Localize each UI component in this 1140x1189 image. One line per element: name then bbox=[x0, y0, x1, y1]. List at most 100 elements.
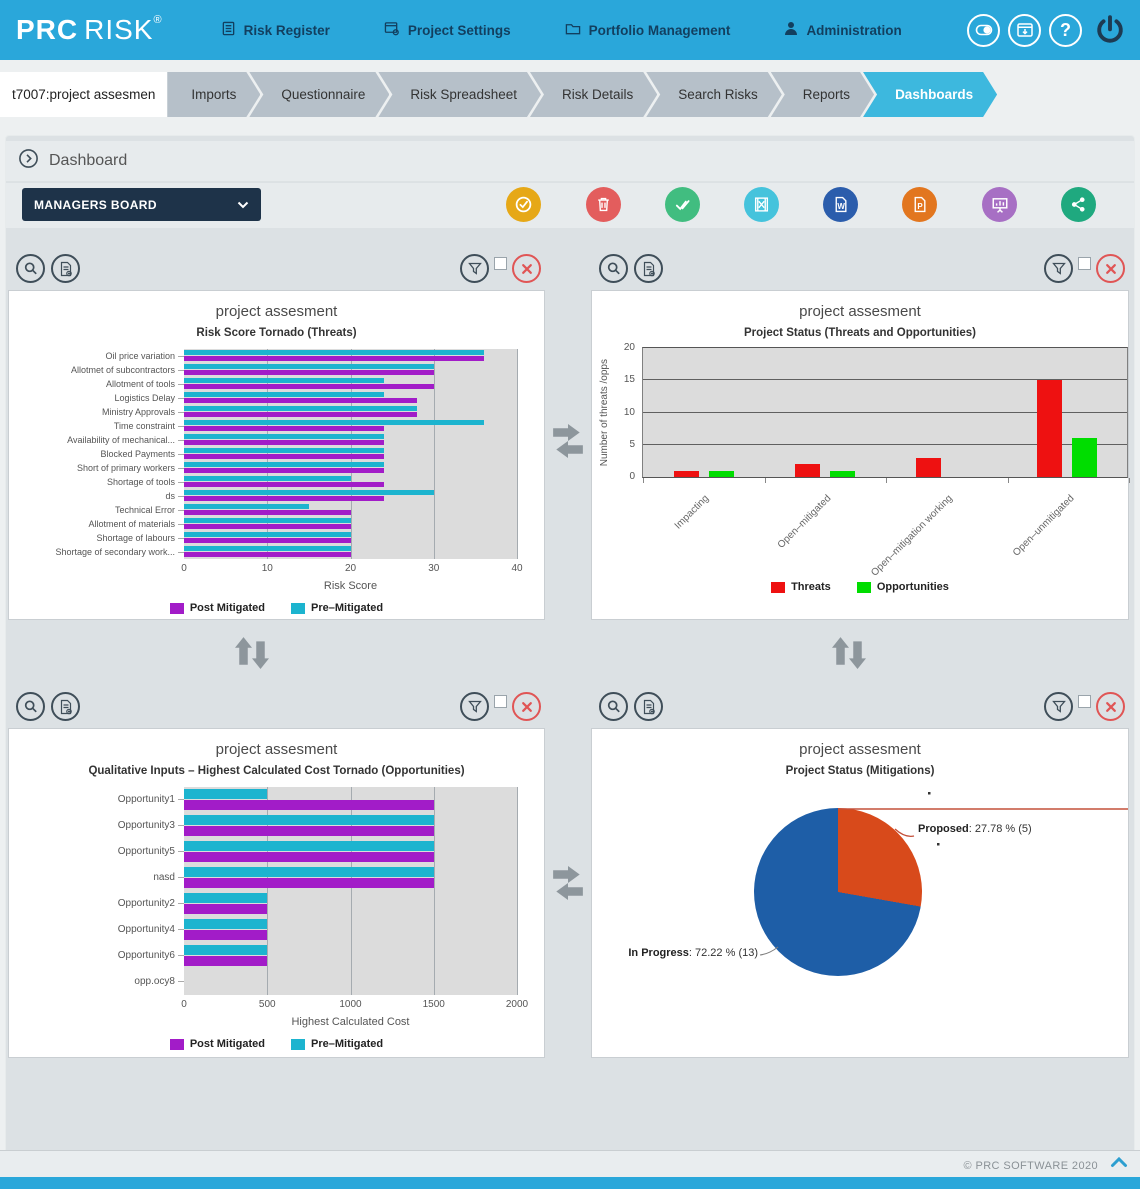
category-text: Opportunity6 bbox=[117, 950, 175, 961]
board-select[interactable]: MANAGERS BOARD bbox=[22, 188, 261, 221]
panel-header bbox=[8, 688, 545, 728]
filter-icon[interactable] bbox=[460, 254, 489, 283]
export-pdf-button[interactable]: P bbox=[902, 187, 937, 222]
swap-vertical-right-icon[interactable] bbox=[832, 636, 866, 673]
delete-button[interactable] bbox=[586, 187, 621, 222]
bar-Post Mitigated bbox=[184, 468, 384, 473]
close-icon[interactable] bbox=[512, 692, 541, 721]
export-report-icon[interactable] bbox=[51, 254, 80, 283]
legend-swatch bbox=[169, 1038, 184, 1050]
x-axis-label: Highest Calculated Cost bbox=[291, 1016, 410, 1028]
x-tick: 0 bbox=[181, 999, 187, 1010]
window-icon[interactable] bbox=[1008, 13, 1041, 47]
theme-toggle-icon[interactable] bbox=[967, 13, 1000, 47]
bar-Pre–Mitigated bbox=[184, 434, 384, 439]
tick-dash bbox=[178, 468, 184, 470]
zoom-icon[interactable] bbox=[16, 692, 45, 721]
bar-Threats bbox=[673, 470, 699, 477]
export-excel-button[interactable] bbox=[744, 187, 779, 222]
legend-item: Post Mitigated bbox=[169, 1038, 265, 1050]
tab-dashboards[interactable]: Dashboards bbox=[863, 72, 997, 117]
filter-icon[interactable] bbox=[460, 692, 489, 721]
y-tick: 10 bbox=[623, 406, 635, 418]
chart-title: project assesment bbox=[799, 303, 921, 320]
chart-title: project assesment bbox=[799, 741, 921, 758]
confirm-button[interactable] bbox=[506, 187, 541, 222]
tab-project[interactable]: t7007:project assesmen bbox=[0, 72, 168, 117]
power-icon[interactable] bbox=[1092, 12, 1128, 48]
zoom-icon[interactable] bbox=[16, 254, 45, 283]
export-word-button[interactable]: W bbox=[823, 187, 858, 222]
category-label: ds bbox=[9, 489, 184, 503]
bar-Threats bbox=[1036, 380, 1062, 477]
zoom-icon[interactable] bbox=[599, 692, 628, 721]
panel-checkbox[interactable] bbox=[494, 257, 507, 270]
tab-imports[interactable]: Imports bbox=[167, 72, 260, 117]
bar-Pre–Mitigated bbox=[184, 462, 384, 467]
pie-label-proposed: Proposed: 27.78 % (5) bbox=[918, 823, 1032, 835]
tab-search-risks[interactable]: Search Risks bbox=[646, 72, 782, 117]
export-report-icon[interactable] bbox=[51, 692, 80, 721]
x-tick-mark bbox=[764, 478, 766, 483]
category-label: Blocked Payments bbox=[9, 447, 184, 461]
category-label: Impacting bbox=[673, 493, 712, 532]
bar-Post Mitigated bbox=[184, 482, 384, 487]
zoom-icon[interactable] bbox=[599, 254, 628, 283]
swap-vertical-left-icon[interactable] bbox=[235, 636, 269, 673]
logo-registered-mark: ® bbox=[153, 14, 163, 26]
bar-Pre–Mitigated bbox=[184, 919, 268, 929]
approve-all-button[interactable] bbox=[665, 187, 700, 222]
bar-Opportunities bbox=[708, 470, 734, 477]
x-tick-mark bbox=[643, 478, 644, 483]
chart-subtitle: Project Status (Mitigations) bbox=[785, 765, 935, 777]
bar-Pre–Mitigated bbox=[184, 945, 268, 955]
swap-horizontal-bottom-icon[interactable] bbox=[551, 866, 585, 903]
tab-reports[interactable]: Reports bbox=[771, 72, 874, 117]
close-icon[interactable] bbox=[1096, 254, 1125, 283]
filter-icon[interactable] bbox=[1044, 254, 1073, 283]
nav-risk-register[interactable]: Risk Register bbox=[221, 21, 330, 39]
panel-checkbox[interactable] bbox=[1078, 695, 1091, 708]
bar-group bbox=[885, 348, 1006, 477]
filter-icon[interactable] bbox=[1044, 692, 1073, 721]
scroll-top-icon[interactable] bbox=[1110, 1156, 1128, 1171]
gridline bbox=[350, 787, 352, 995]
export-presentation-button[interactable] bbox=[982, 187, 1017, 222]
export-report-icon[interactable] bbox=[634, 254, 663, 283]
category-text: Blocked Payments bbox=[100, 449, 175, 459]
category-text: Opportunity2 bbox=[117, 898, 175, 909]
nav-administration[interactable]: Administration bbox=[784, 21, 902, 39]
tab-risk-details[interactable]: Risk Details bbox=[530, 72, 657, 117]
tab-risk-spreadsheet[interactable]: Risk Spreadsheet bbox=[378, 72, 541, 117]
chart-title: project assesment bbox=[215, 303, 338, 320]
export-report-icon[interactable] bbox=[634, 692, 663, 721]
legend-label: Opportunities bbox=[876, 581, 949, 593]
share-button[interactable] bbox=[1061, 187, 1096, 222]
logo-risk: RISK bbox=[84, 14, 154, 45]
category-label: Opportunity2 bbox=[9, 891, 184, 917]
chart-subtitle: Project Status (Threats and Opportunitie… bbox=[744, 327, 976, 339]
nav-project-settings[interactable]: Project Settings bbox=[384, 21, 511, 39]
x-label-cell: Open–mitigated bbox=[765, 483, 887, 571]
header-icons: ? bbox=[967, 12, 1128, 48]
panel-status-bar: project assesment Project Status (Threat… bbox=[591, 250, 1130, 620]
bar-Pre–Mitigated bbox=[184, 420, 484, 425]
x-label-cell: Open–unmitigated bbox=[1008, 483, 1130, 571]
x-label-cell: Impacting bbox=[643, 483, 765, 571]
swap-horizontal-top-icon[interactable] bbox=[551, 424, 585, 461]
close-icon[interactable] bbox=[512, 254, 541, 283]
close-icon[interactable] bbox=[1096, 692, 1125, 721]
help-icon[interactable]: ? bbox=[1049, 13, 1082, 47]
legend-swatch bbox=[169, 602, 184, 614]
gridline bbox=[267, 787, 269, 995]
category-text: Opportunity5 bbox=[117, 846, 175, 857]
panel-checkbox[interactable] bbox=[1078, 257, 1091, 270]
y-tick: 5 bbox=[629, 438, 635, 450]
copyright-text: © PRC SOFTWARE 2020 bbox=[963, 1160, 1098, 1172]
tick-dash bbox=[178, 440, 184, 442]
nav-portfolio-management[interactable]: Portfolio Management bbox=[565, 21, 730, 39]
panel-checkbox[interactable] bbox=[494, 695, 507, 708]
tab-questionnaire[interactable]: Questionnaire bbox=[249, 72, 389, 117]
panel-header bbox=[8, 250, 545, 290]
tick-dash bbox=[178, 798, 184, 800]
